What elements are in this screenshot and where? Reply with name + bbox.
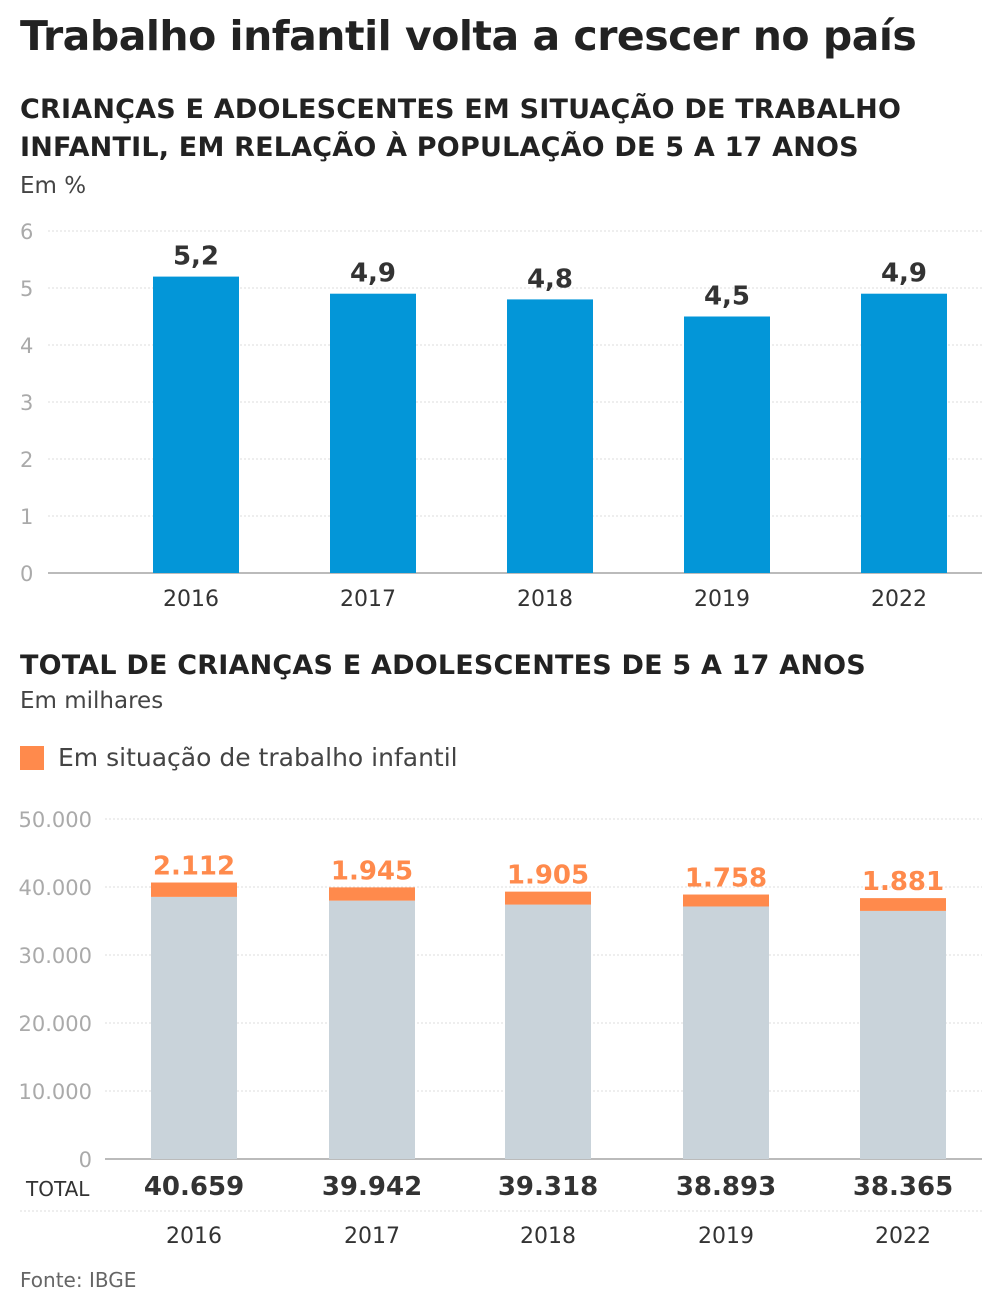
legend-swatch-orange — [20, 745, 44, 770]
chart2-y-tick-label: 10.000 — [19, 1080, 92, 1104]
chart1-bar-2022 — [861, 293, 947, 573]
chart2-child-labor-value-label: 1.758 — [685, 864, 767, 894]
chart2-child-labor-value-label: 1.905 — [507, 861, 589, 891]
chart1-y-tick-label: 0 — [20, 562, 33, 586]
chart2-bar-remainder-2022 — [860, 910, 946, 1159]
chart1-unit-label: Em % — [20, 173, 87, 199]
chart2-total-row-label: TOTAL — [25, 1177, 90, 1201]
chart2-legend: Em situação de trabalho infantil — [20, 743, 458, 772]
legend-label: Em situação de trabalho infantil — [58, 743, 458, 772]
chart2-child-labor-value-label: 1.881 — [862, 867, 944, 897]
chart2-bar-remainder-2017 — [329, 900, 415, 1159]
chart2-y-tick-label: 20.000 — [19, 1012, 92, 1036]
chart1-bar-2017 — [330, 293, 416, 573]
chart2-x-tick-label: 2022 — [875, 1224, 931, 1249]
chart2-x-tick-label: 2018 — [520, 1224, 576, 1249]
chart1-x-tick-label: 2022 — [871, 587, 927, 612]
chart2-bar-child-labor-2017 — [329, 887, 415, 901]
chart2-bar-remainder-2018 — [505, 904, 591, 1159]
chart1-x-tick-label: 2016 — [163, 587, 219, 612]
chart2-title: TOTAL DE CRIANÇAS E ADOLESCENTES DE 5 A … — [20, 650, 866, 681]
chart1-bar-2019 — [684, 316, 770, 573]
chart2-total-value: 38.365 — [853, 1172, 953, 1202]
main-title: Trabalho infantil volta a crescer no paí… — [20, 12, 917, 60]
chart1-y-tick-label: 6 — [20, 220, 33, 244]
chart1-x-tick-label: 2019 — [694, 587, 750, 612]
chart2-total-value: 39.942 — [322, 1172, 422, 1202]
chart2-y-tick-label: 50.000 — [19, 808, 92, 832]
chart1-x-tick-label: 2017 — [340, 587, 396, 612]
chart1-value-label: 5,2 — [173, 242, 219, 272]
chart2-total-value: 40.659 — [144, 1172, 244, 1202]
chart1-percentage-bar-chart: 0 1 2 3 4 5 6 5,2 2016 4,9 2017 4,8 2018 4,5 2019 4,9 20… — [20, 220, 982, 612]
chart2-bar-child-labor-2018 — [505, 891, 591, 905]
chart2-bar-remainder-2019 — [683, 906, 769, 1159]
chart2-x-tick-label: 2019 — [698, 1224, 754, 1249]
chart2-x-tick-label: 2016 — [166, 1224, 222, 1249]
chart2-y-tick-label: 40.000 — [19, 876, 92, 900]
chart2-total-value: 39.318 — [498, 1172, 598, 1202]
chart2-bar-child-labor-2022 — [860, 898, 946, 911]
chart2-bar-remainder-2016 — [151, 896, 237, 1159]
chart2-bar-child-labor-2016 — [151, 882, 237, 897]
chart1-y-tick-label: 2 — [20, 448, 33, 472]
chart2-y-tick-label: 0 — [79, 1148, 92, 1172]
chart2-y-tick-label: 30.000 — [19, 944, 92, 968]
chart1-value-label: 4,8 — [527, 264, 573, 294]
chart1-x-tick-label: 2018 — [517, 587, 573, 612]
source-note: Fonte: IBGE — [20, 1268, 137, 1292]
chart1-value-label: 4,5 — [704, 282, 750, 312]
chart1-y-tick-label: 1 — [20, 505, 33, 529]
chart2-bar-child-labor-2019 — [683, 894, 769, 907]
chart2-child-labor-value-label: 1.945 — [331, 856, 413, 886]
chart2-x-tick-label: 2017 — [344, 1224, 400, 1249]
chart2-child-labor-value-label: 2.112 — [153, 852, 235, 882]
chart1-value-label: 4,9 — [350, 259, 396, 289]
chart1-bar-2018 — [507, 299, 593, 573]
chart1-value-label: 4,9 — [881, 259, 927, 289]
chart1-bar-2016 — [153, 276, 239, 573]
chart1-y-tick-label: 5 — [20, 277, 33, 301]
chart1-y-tick-label: 3 — [20, 391, 33, 415]
chart2-total-value: 38.893 — [676, 1172, 776, 1202]
chart1-y-tick-label: 4 — [20, 334, 33, 358]
chart2-unit-label: Em milhares — [20, 688, 164, 714]
chart1-title: CRIANÇAS E ADOLESCENTES EM SITUAÇÃO DE T… — [20, 94, 902, 163]
